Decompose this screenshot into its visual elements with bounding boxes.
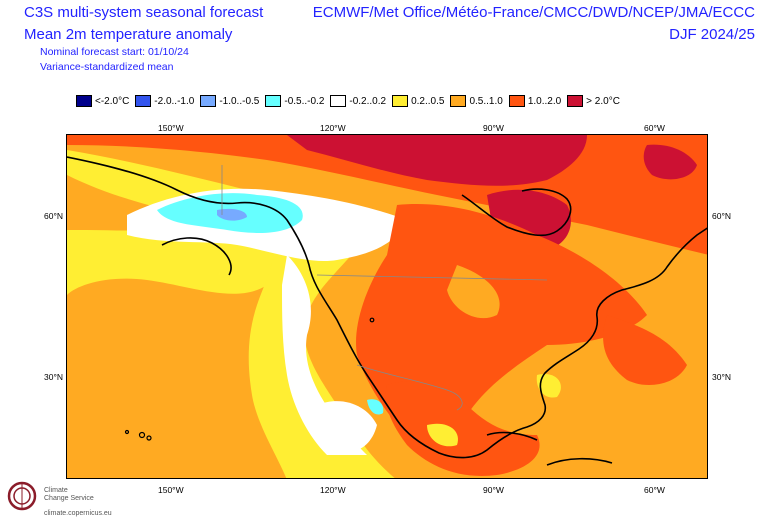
systems-list: ECMWF/Met Office/Météo-France/CMCC/DWD/N… <box>312 4 755 21</box>
bottom-lon-label: 60°W <box>644 485 665 495</box>
right-lat-label: 30°N <box>712 372 731 382</box>
right-lat-label: 60°N <box>712 211 731 221</box>
legend-swatch <box>508 95 525 107</box>
bottom-lon-label: 120°W <box>320 485 346 495</box>
neutral-anomaly-region <box>317 401 377 452</box>
blue-anomaly-region <box>217 208 247 221</box>
legend-swatch <box>76 95 92 107</box>
top-lon-label: 60°W <box>644 123 665 133</box>
legend-item: -2.0..-1.0 <box>135 95 194 107</box>
legend-item: <-2.0°C <box>76 95 129 107</box>
top-lon-label: 90°W <box>483 123 504 133</box>
logo-line-1: Climate <box>44 487 68 494</box>
islands <box>124 317 375 441</box>
red-orange-anomaly-region <box>385 381 540 476</box>
legend-item: 1.0..2.0 <box>508 95 562 107</box>
legend-swatch <box>200 95 217 107</box>
legend-label: 1.0..2.0 <box>527 95 562 107</box>
legend-label: 0.5..1.0 <box>469 95 503 107</box>
logo-line-2: Change Service <box>44 495 94 502</box>
legend-swatch <box>392 95 409 107</box>
legend-label: > 2.0°C <box>586 95 620 107</box>
logo-url: climate.copernicus.eu <box>44 510 112 517</box>
neutral-anomaly-region <box>282 255 367 455</box>
coastlines <box>67 156 707 466</box>
bottom-lon-label: 90°W <box>483 485 504 495</box>
copernicus-emblem-icon <box>7 481 37 511</box>
red-orange-anomaly-region <box>356 204 647 439</box>
legend-item: > 2.0°C <box>567 95 620 107</box>
legend-item: -0.5..-0.2 <box>265 95 324 107</box>
yellow-anomaly-region <box>427 423 458 447</box>
legend-item: 0.2..0.5 <box>392 95 444 107</box>
legend-item: -1.0..-0.5 <box>200 95 259 107</box>
copernicus-logo: Climate Change Service climate.copernicu… <box>6 478 146 522</box>
legend-label: <-2.0°C <box>95 95 130 107</box>
legend-label: -0.2..0.2 <box>349 95 387 107</box>
political-borders <box>221 165 548 411</box>
legend-swatch <box>265 95 282 107</box>
legend-label: -2.0..-1.0 <box>154 95 195 107</box>
yellow-anomaly-region <box>536 374 561 398</box>
forecast-start: Nominal forecast start: 01/10/24 <box>40 46 189 58</box>
legend-swatch <box>330 95 347 107</box>
legend-item: -0.2..0.2 <box>330 95 386 107</box>
top-lon-label: 150°W <box>158 123 184 133</box>
chart-subtitle: Mean 2m temperature anomaly <box>24 26 233 43</box>
legend-label: -1.0..-0.5 <box>219 95 260 107</box>
color-legend: <-2.0°C -2.0..-1.0 -1.0..-0.5 -0.5..-0.2 -0.… <box>76 95 626 107</box>
chart-title: C3S multi-system seasonal forecast <box>24 4 264 21</box>
dark-red-anomaly-region <box>287 135 587 186</box>
season-label: DJF 2024/25 <box>669 26 755 43</box>
anomaly-map-svg <box>67 135 707 478</box>
legend-swatch <box>450 95 467 107</box>
left-lat-label: 60°N <box>44 211 63 221</box>
legend-swatch <box>567 95 584 107</box>
red-orange-anomaly-region <box>603 315 687 385</box>
legend-item: 0.5..1.0 <box>450 95 503 107</box>
cyan-anomaly-region <box>367 399 384 415</box>
method-note: Variance-standardized mean <box>40 61 174 73</box>
left-lat-label: 30°N <box>44 372 63 382</box>
legend-swatch <box>135 95 152 107</box>
anomaly-map <box>66 134 708 479</box>
top-lon-label: 120°W <box>320 123 346 133</box>
bottom-lon-label: 150°W <box>158 485 184 495</box>
legend-label: 0.2..0.5 <box>411 95 445 107</box>
dark-red-anomaly-region <box>643 144 697 180</box>
legend-label: -0.5..-0.2 <box>284 95 325 107</box>
